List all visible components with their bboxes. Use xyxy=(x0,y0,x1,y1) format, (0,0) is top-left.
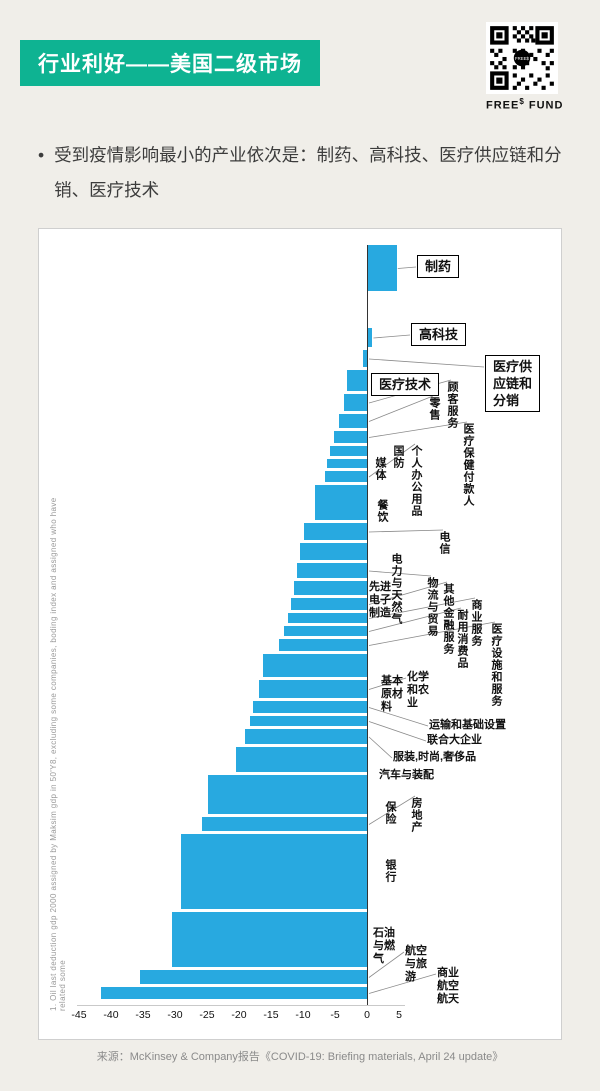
bar-label-4: 顾客服务 xyxy=(446,381,458,429)
bar-label-0: 制药 xyxy=(417,255,460,278)
bar-6 xyxy=(333,431,367,443)
bar-label-7: 国防 xyxy=(392,445,404,469)
bar-7 xyxy=(329,446,367,456)
bar-1 xyxy=(368,328,373,347)
bar-13 xyxy=(297,563,367,578)
bar-28 xyxy=(171,912,367,967)
bar-17 xyxy=(284,626,367,636)
bar-20 xyxy=(259,680,367,698)
bar-3 xyxy=(346,370,367,391)
bar-label-22: 联合大企业 xyxy=(427,734,482,746)
x-axis-line xyxy=(77,1005,405,1006)
bar-19 xyxy=(263,654,367,677)
bar-label-29: 航空 与旅 游 xyxy=(405,945,427,983)
bar-label-6: 医疗保健付款人 xyxy=(462,423,474,507)
bullet-marker: • xyxy=(38,145,45,165)
bar-27 xyxy=(181,834,367,909)
brand-label: FREE$ FUND xyxy=(486,97,564,112)
bar-label-20: 化学 和农 业 xyxy=(407,671,429,709)
bar-label-24: 汽车与装配 xyxy=(379,769,434,781)
bar-4 xyxy=(343,394,367,411)
x-tick--5: -5 xyxy=(330,1009,340,1021)
bar-label-15: 其他金融服务 xyxy=(442,583,454,655)
bar-label-9: 个人办公用品 xyxy=(410,445,422,517)
bar-25 xyxy=(208,775,367,814)
qr-block: FREE$ FREE$ FUND xyxy=(486,22,564,112)
bar-label-2: 医疗供 应链和 分销 xyxy=(485,355,541,412)
x-tick--45: -45 xyxy=(71,1009,87,1021)
x-tick--20: -20 xyxy=(231,1009,247,1021)
bar-label-21: 运输和基础设置 xyxy=(429,719,506,731)
page-title: 行业利好——美国二级市场 xyxy=(20,40,320,86)
x-tick-0: 0 xyxy=(364,1009,370,1021)
bar-label-11: 电信 xyxy=(438,531,450,555)
bar-2 xyxy=(363,350,367,367)
qr-code-icon: FREE$ xyxy=(486,22,558,94)
bar-label-30: 商业 航空 航天 xyxy=(437,967,459,1005)
bar-label-14: 先进 电子 制造 xyxy=(369,581,391,619)
bar-22 xyxy=(249,716,367,726)
source-text: 来源：McKinsey & Company报告《COVID-19: Briefi… xyxy=(96,1051,504,1063)
bar-label-25: 保险 xyxy=(384,801,396,825)
bullet-item: • 受到疫情影响最小的产业依次是：制药、高科技、医疗供应链和分销、医疗技术 xyxy=(38,138,566,208)
bar-21 xyxy=(253,701,367,713)
bar-11 xyxy=(304,523,367,540)
bar-label-3: 医疗技术 xyxy=(371,373,440,396)
x-tick--40: -40 xyxy=(103,1009,119,1021)
bar-29 xyxy=(139,970,367,984)
x-tick--10: -10 xyxy=(295,1009,311,1021)
bar-label-17: 耐用消费品 xyxy=(456,609,468,669)
bar-24 xyxy=(235,747,367,772)
bar-23 xyxy=(245,729,367,744)
rotated-footnote: 1. Oil last deduction gdp 2000 assigned … xyxy=(49,497,67,1011)
bar-15 xyxy=(290,598,367,610)
bar-label-13: 物流与贸易 xyxy=(426,577,438,637)
x-tick--25: -25 xyxy=(199,1009,215,1021)
bar-label-5: 零售 xyxy=(428,397,440,421)
bar-5 xyxy=(338,414,367,428)
bar-30 xyxy=(101,987,367,999)
bar-14 xyxy=(294,581,367,595)
chart-panel: 1. Oil last deduction gdp 2000 assigned … xyxy=(38,228,562,1040)
zero-axis-line xyxy=(367,245,368,1005)
bar-label-28: 石油 与燃 气 xyxy=(373,927,395,965)
bar-10 xyxy=(314,485,367,520)
bar-label-23: 服装,时尚,奢侈品 xyxy=(393,751,477,763)
bar-12 xyxy=(300,543,367,560)
bar-8 xyxy=(327,459,367,468)
x-tick--30: -30 xyxy=(167,1009,183,1021)
bar-label-27: 银行 xyxy=(384,859,396,883)
bar-18 xyxy=(278,639,367,651)
bar-label-10: 餐饮 xyxy=(376,499,388,523)
svg-text:FREE$: FREE$ xyxy=(515,56,530,61)
bar-label-16: 商业服务 xyxy=(470,599,482,647)
bar-0 xyxy=(368,245,397,291)
bar-label-26: 房地产 xyxy=(410,797,422,833)
bullet-text: 受到疫情影响最小的产业依次是：制药、高科技、医疗供应链和分销、医疗技术 xyxy=(54,145,562,200)
bar-9 xyxy=(324,471,367,482)
x-tick-5: 5 xyxy=(396,1009,402,1021)
plot-area: 制药高科技 医疗供 应链和 分销 医疗技术 顾客服务 零售医疗保健付款人 国防 媒体 个人办公… xyxy=(61,245,551,1027)
bar-26 xyxy=(201,817,367,831)
bar-label-8: 媒体 xyxy=(374,457,386,481)
x-tick--15: -15 xyxy=(263,1009,279,1021)
bar-label-19: 基本 原材 料 xyxy=(381,675,403,713)
bar-label-18: 医疗设施和服务 xyxy=(490,623,502,707)
x-tick--35: -35 xyxy=(135,1009,151,1021)
bar-label-1: 高科技 xyxy=(411,323,467,346)
bar-16 xyxy=(287,613,367,623)
